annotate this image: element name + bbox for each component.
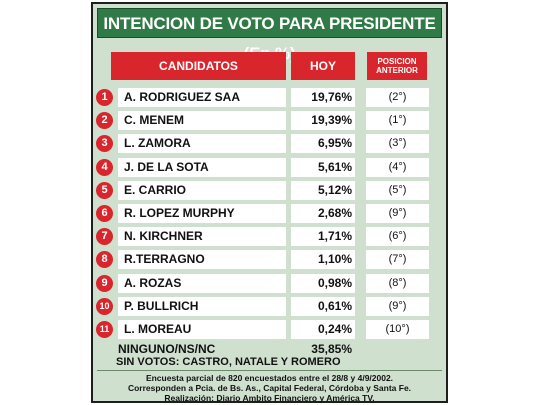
column-header-candidatos: CANDIDATOS — [111, 52, 286, 80]
footnote-credit: Realización: Diario Ambito Financiero y … — [164, 393, 375, 403]
vote-percentage: 0,24% — [291, 320, 355, 339]
previous-position: (1°) — [366, 111, 429, 131]
candidate-name: R.TERRAGNO — [118, 250, 286, 270]
column-header-hoy: HOY — [291, 52, 355, 80]
rank-badge: 7 — [96, 228, 113, 246]
ninguno-label: NINGUNO/NS/NC — [118, 342, 216, 356]
vote-percentage: 0,61% — [291, 296, 355, 316]
previous-position: (3°) — [366, 134, 429, 154]
footnote-region: Corresponden a Pcia. de Bs. As., Capital… — [127, 383, 412, 393]
previous-position: (7°) — [366, 250, 429, 270]
previous-position: (10°) — [366, 320, 429, 339]
rank-badge: 10 — [96, 297, 113, 315]
candidate-name: L. ZAMORA — [118, 134, 286, 154]
vote-percentage: 2,68% — [291, 204, 355, 223]
rank-badge: 1 — [96, 89, 113, 106]
rank-badge: 4 — [96, 158, 113, 176]
previous-position: (6°) — [366, 227, 429, 247]
previous-position: (8°) — [366, 273, 429, 293]
candidate-name: J. DE LA SOTA — [118, 157, 286, 177]
footnote-survey: Encuesta parcial de 820 encuestados entr… — [145, 373, 394, 383]
candidate-name: A. ROZAS — [118, 273, 286, 293]
table-title: INTENCION DE VOTO PARA PRESIDENTE (En %) — [97, 8, 442, 63]
rank-badge: 11 — [96, 321, 113, 338]
header-prev-line2: ANTERIOR — [376, 66, 418, 75]
rank-badge: 8 — [96, 251, 113, 269]
rank-badge: 5 — [96, 181, 113, 199]
rank-badge: 2 — [96, 112, 113, 130]
column-header-posicion-anterior: POSICION ANTERIOR — [367, 52, 427, 80]
rank-badge: 9 — [96, 274, 113, 292]
previous-position: (9°) — [366, 296, 429, 316]
ninguno-value: 35,85% — [311, 342, 352, 356]
previous-position: (9°) — [366, 204, 429, 223]
previous-position: (5°) — [366, 180, 429, 200]
previous-position: (4°) — [366, 157, 429, 177]
candidate-name: A. RODRIGUEZ SAA — [118, 88, 286, 107]
vote-percentage: 19,76% — [291, 88, 355, 107]
vote-percentage: 5,61% — [291, 157, 355, 177]
rank-badge: 3 — [96, 135, 113, 153]
candidate-name: C. MENEM — [118, 111, 286, 131]
previous-position: (2°) — [366, 88, 429, 107]
sin-votos-note: SIN VOTOS: CASTRO, NATALE Y ROMERO — [116, 356, 341, 368]
vote-percentage: 19,39% — [291, 111, 355, 131]
candidate-name: E. CARRIO — [118, 180, 286, 200]
candidate-name: P. BULLRICH — [118, 296, 286, 316]
candidate-name: R. LOPEZ MURPHY — [118, 204, 286, 223]
vote-percentage: 0,98% — [291, 273, 355, 293]
vote-percentage: 6,95% — [291, 134, 355, 154]
candidate-name: N. KIRCHNER — [118, 227, 286, 247]
vote-percentage: 1,10% — [291, 250, 355, 270]
rank-badge: 6 — [96, 205, 113, 222]
poll-table-card: INTENCION DE VOTO PARA PRESIDENTE (En %)… — [91, 2, 448, 403]
vote-percentage: 1,71% — [291, 227, 355, 247]
header-prev-line1: POSICION — [377, 57, 417, 66]
vote-percentage: 5,12% — [291, 180, 355, 200]
candidate-name: L. MOREAU — [118, 320, 286, 339]
divider — [97, 370, 442, 371]
